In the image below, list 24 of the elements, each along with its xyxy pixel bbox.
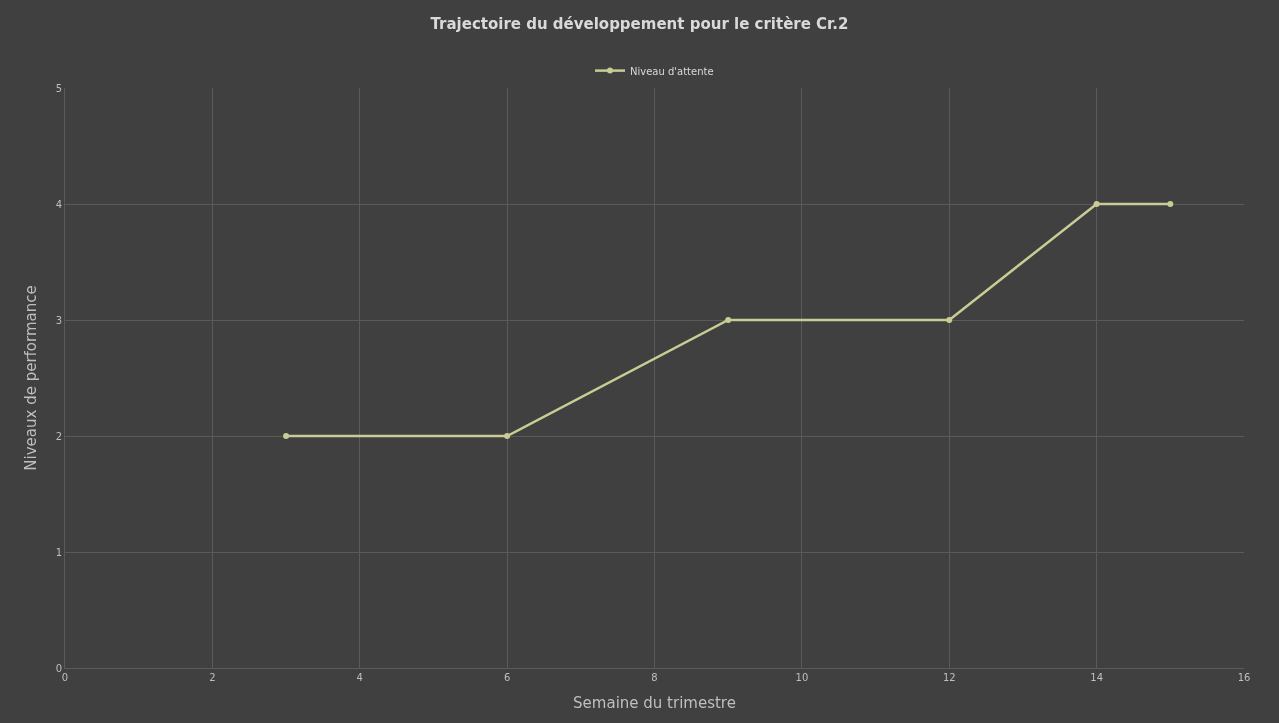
y-tick-label: 5 [55,82,62,94]
chart-title: Trajectoire du développement pour le critère Cr.2 [430,14,849,33]
x-tick-label: 4 [356,672,363,683]
x-axis-title: Semaine du trimestre [573,694,736,712]
x-tick-label: 8 [651,672,658,683]
y-tick-label: 0 [55,662,62,674]
point [946,317,953,323]
y-tick-label: 4 [55,198,62,210]
point [725,317,732,323]
y-tick-label: 2 [55,430,62,442]
x-tick-label: 2 [209,672,216,683]
x-tick-label: 10 [795,672,809,683]
y-tick-label: 1 [55,546,62,558]
x-tick-label: 14 [1090,672,1103,683]
y-tick-label: 3 [55,314,62,326]
x-tick-label: 12 [942,672,956,683]
x-tick-label: 16 [1237,672,1251,683]
point [1167,201,1174,207]
point [283,433,290,439]
y-axis-title: Niveaux de performance [21,285,40,471]
point [504,433,511,439]
point [1093,201,1100,207]
x-tick-label: 6 [503,672,511,683]
legend-label: Niveau d'attente [630,65,714,77]
